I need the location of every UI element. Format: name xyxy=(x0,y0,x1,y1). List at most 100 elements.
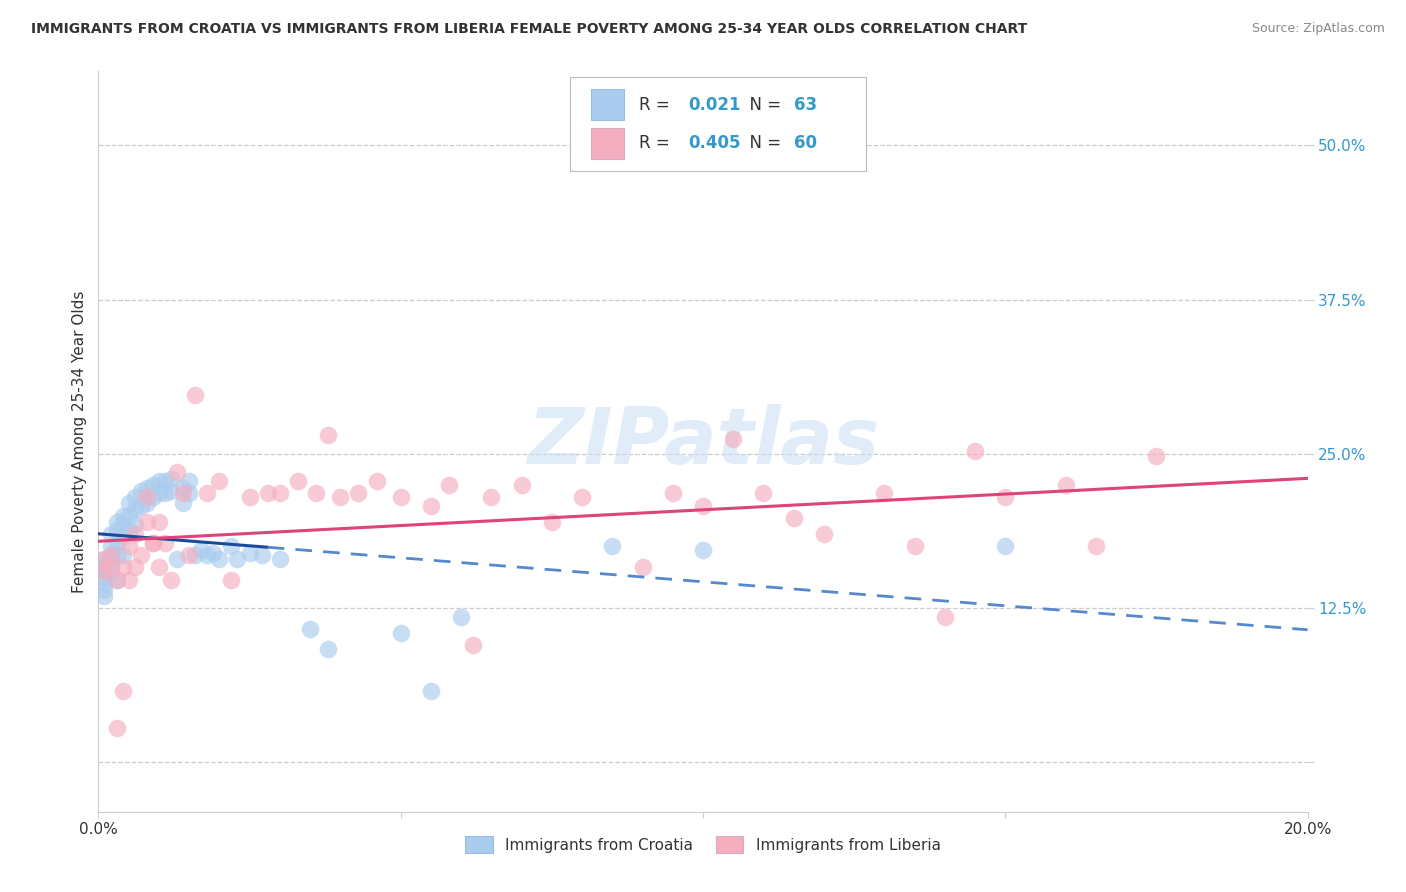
Point xyxy=(100,527,122,541)
Point xyxy=(160,471,183,485)
Point xyxy=(904,540,927,554)
Point xyxy=(118,540,141,554)
Bar xyxy=(591,128,624,159)
Point xyxy=(166,551,188,566)
Point xyxy=(208,551,231,566)
Text: R =: R = xyxy=(638,95,675,113)
Point xyxy=(172,496,194,510)
Legend: Immigrants from Croatia, Immigrants from Liberia: Immigrants from Croatia, Immigrants from… xyxy=(460,830,946,860)
Point xyxy=(160,483,183,498)
Point xyxy=(256,486,278,500)
Point xyxy=(111,548,134,562)
Point xyxy=(93,558,115,572)
Point xyxy=(571,490,593,504)
Point xyxy=(631,560,654,574)
Point xyxy=(111,530,134,544)
Point xyxy=(221,573,243,587)
Point xyxy=(172,482,194,496)
Point xyxy=(239,490,262,504)
Point xyxy=(1144,450,1167,464)
Point xyxy=(540,515,562,529)
Point xyxy=(111,560,134,574)
Point xyxy=(195,548,218,562)
Point xyxy=(93,570,115,584)
Point xyxy=(250,548,273,562)
FancyBboxPatch shape xyxy=(569,77,866,171)
Point xyxy=(93,576,115,591)
Point xyxy=(135,482,157,496)
Point xyxy=(166,466,188,480)
Point xyxy=(111,683,134,698)
Point xyxy=(752,486,775,500)
Point xyxy=(93,551,115,566)
Point xyxy=(184,387,207,401)
Point xyxy=(179,474,201,488)
Point xyxy=(602,540,624,554)
Point xyxy=(93,564,115,578)
Point xyxy=(873,486,896,500)
Point xyxy=(347,486,370,500)
Point xyxy=(450,609,472,624)
Point xyxy=(100,556,122,570)
Point xyxy=(111,517,134,532)
Point xyxy=(934,609,956,624)
Point xyxy=(437,477,460,491)
Point xyxy=(299,622,322,636)
Point xyxy=(105,721,128,735)
Point xyxy=(124,560,146,574)
Point xyxy=(142,490,165,504)
Point xyxy=(118,508,141,523)
Text: N =: N = xyxy=(740,95,786,113)
Point xyxy=(420,499,443,513)
Text: R =: R = xyxy=(638,134,675,153)
Point xyxy=(100,548,122,562)
Point xyxy=(269,551,291,566)
Point xyxy=(118,496,141,510)
Point xyxy=(129,483,152,498)
Point xyxy=(105,515,128,529)
Point xyxy=(160,573,183,587)
Text: N =: N = xyxy=(740,134,786,153)
Point xyxy=(93,551,115,566)
Point xyxy=(994,540,1017,554)
Point xyxy=(118,524,141,538)
Point xyxy=(129,499,152,513)
Text: IMMIGRANTS FROM CROATIA VS IMMIGRANTS FROM LIBERIA FEMALE POVERTY AMONG 25-34 YE: IMMIGRANTS FROM CROATIA VS IMMIGRANTS FR… xyxy=(31,22,1028,37)
Point xyxy=(184,548,207,562)
Point xyxy=(510,477,533,491)
Point xyxy=(389,625,412,640)
Text: 63: 63 xyxy=(793,95,817,113)
Point xyxy=(329,490,352,504)
Point xyxy=(142,535,165,549)
Point xyxy=(142,535,165,549)
Y-axis label: Female Poverty Among 25-34 Year Olds: Female Poverty Among 25-34 Year Olds xyxy=(72,291,87,592)
Point xyxy=(93,589,115,603)
Point xyxy=(221,540,243,554)
Point xyxy=(105,535,128,549)
Point xyxy=(287,474,309,488)
Point xyxy=(153,474,176,488)
Point xyxy=(105,573,128,587)
Text: 60: 60 xyxy=(793,134,817,153)
Point xyxy=(142,477,165,491)
Point xyxy=(100,548,122,562)
Point xyxy=(994,490,1017,504)
Point xyxy=(316,641,339,656)
Point xyxy=(153,535,176,549)
Point xyxy=(269,486,291,500)
Bar xyxy=(591,89,624,120)
Point xyxy=(463,638,485,652)
Point xyxy=(692,543,714,558)
Point xyxy=(118,573,141,587)
Point xyxy=(965,444,987,458)
Text: 0.021: 0.021 xyxy=(689,95,741,113)
Point xyxy=(124,502,146,516)
Point xyxy=(239,546,262,560)
Point xyxy=(135,496,157,510)
Point xyxy=(190,543,212,558)
Point xyxy=(148,560,170,574)
Point xyxy=(105,524,128,538)
Point xyxy=(1085,540,1108,554)
Point xyxy=(366,474,388,488)
Point xyxy=(148,474,170,488)
